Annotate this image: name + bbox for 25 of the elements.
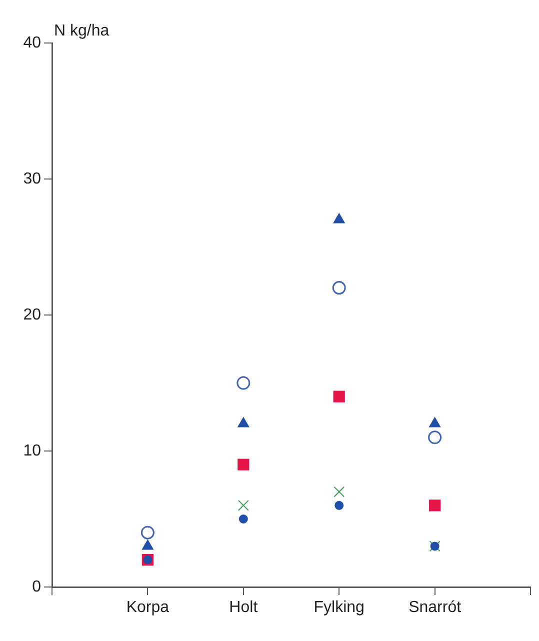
point: [334, 500, 344, 510]
x-tick-label: Korpa: [126, 599, 170, 616]
point: [238, 458, 250, 470]
x-tick-label: Holt: [229, 599, 258, 616]
x-tick-label: Fylking: [314, 599, 364, 616]
x-tick-label: Snarrót: [408, 599, 462, 616]
point: [428, 430, 442, 444]
point: [333, 390, 345, 402]
point: [140, 526, 154, 540]
point: [142, 540, 154, 550]
y-tick-label: 20: [23, 306, 42, 324]
point: [238, 514, 248, 524]
point: [332, 281, 346, 295]
y-tick-label: 0: [32, 578, 42, 596]
y-axis-title: N kg/ha: [54, 22, 110, 40]
y-tick-label: 10: [23, 442, 42, 460]
point: [236, 376, 250, 390]
point: [429, 417, 440, 428]
point: [428, 500, 441, 512]
point: [334, 486, 345, 498]
point: [238, 500, 249, 511]
point: [238, 417, 250, 428]
point: [333, 213, 345, 224]
y-tick-label: 30: [23, 170, 42, 188]
y-tick-label: 40: [23, 34, 42, 52]
